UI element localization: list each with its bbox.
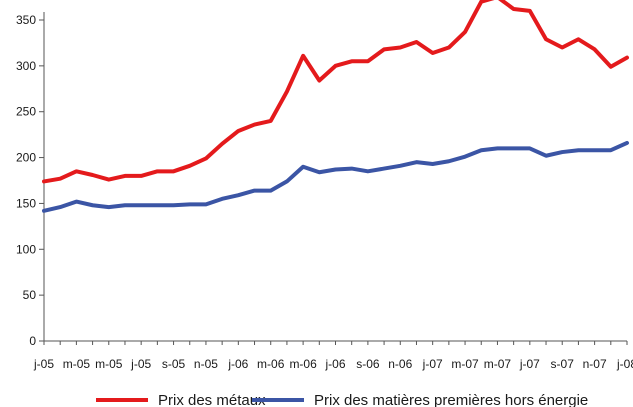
x-tick-label: s-06 bbox=[356, 357, 380, 371]
x-tick-label: j-06 bbox=[227, 357, 248, 371]
x-tick-label: s-07 bbox=[551, 357, 575, 371]
x-tick-label: j-05 bbox=[130, 357, 151, 371]
x-axis: j-05 m-05 m-05 j-05 s-05 n-05 j-06 m-06 m-06 j-06… bbox=[33, 340, 633, 371]
y-axis: 0 50 100 150 200 250 300 350 bbox=[16, 12, 45, 348]
x-tick-label: n-05 bbox=[194, 357, 218, 371]
legend-label-metaux: Prix des métaux bbox=[158, 392, 266, 407]
series-line-0 bbox=[42, 0, 629, 184]
x-tick-label: m-07 bbox=[484, 357, 512, 371]
y-tick-label: 200 bbox=[16, 151, 36, 165]
series-lines bbox=[42, 0, 629, 213]
series-line-1 bbox=[42, 140, 629, 213]
y-tick-label: 250 bbox=[16, 105, 36, 119]
legend-label-hors-energie: Prix des matières premières hors énergie bbox=[314, 392, 588, 407]
x-tick-label: n-06 bbox=[388, 357, 412, 371]
x-tick-label: m-05 bbox=[63, 357, 91, 371]
x-tick-label: m-06 bbox=[257, 357, 285, 371]
x-tick-label: m-06 bbox=[289, 357, 317, 371]
y-tick-label: 150 bbox=[16, 196, 36, 210]
x-tick-label: s-05 bbox=[162, 357, 186, 371]
x-tick-label: j-07 bbox=[519, 357, 540, 371]
x-tick-label: j-08 bbox=[616, 357, 633, 371]
x-tick-label: m-07 bbox=[451, 357, 479, 371]
y-tick-label: 100 bbox=[16, 242, 36, 256]
legend: Prix des métaux Prix des matières premiè… bbox=[96, 392, 588, 407]
x-tick-label: j-05 bbox=[33, 357, 54, 371]
y-tick-label: 350 bbox=[16, 13, 36, 27]
y-tick-label: 0 bbox=[29, 334, 36, 348]
x-tick-label: m-05 bbox=[95, 357, 123, 371]
x-tick-label: j-06 bbox=[324, 357, 345, 371]
y-tick-label: 50 bbox=[23, 288, 37, 302]
y-tick-label: 300 bbox=[16, 59, 36, 73]
x-tick-label: n-07 bbox=[583, 357, 607, 371]
x-tick-label: j-07 bbox=[422, 357, 443, 371]
